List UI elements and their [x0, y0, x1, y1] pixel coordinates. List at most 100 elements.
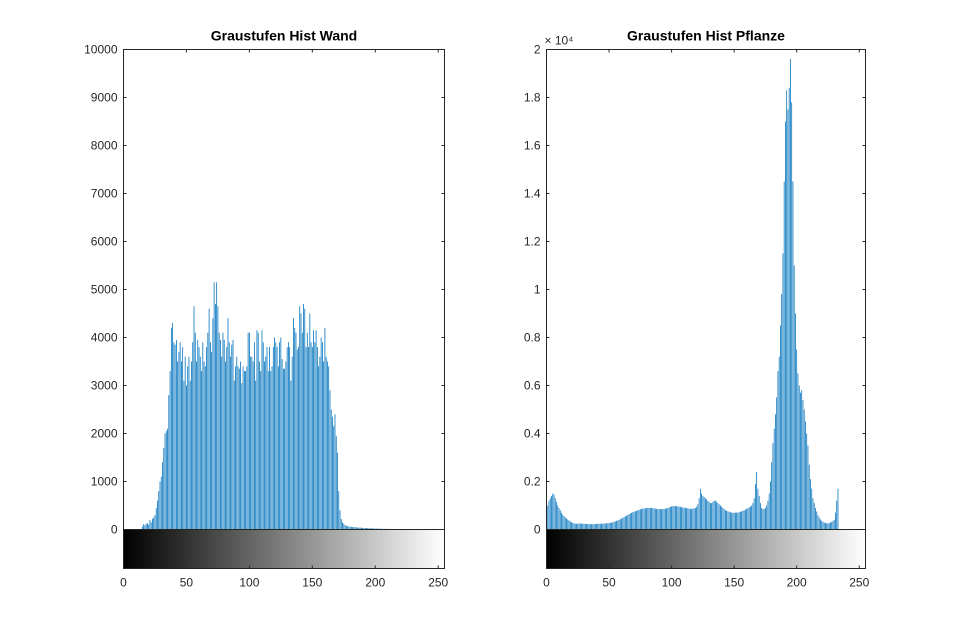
histogram-bar — [696, 506, 697, 530]
histogram-bar — [315, 330, 317, 530]
histogram-bar — [721, 506, 723, 530]
histogram-bar — [672, 506, 674, 530]
histogram-bar — [361, 527, 362, 530]
histogram-bar — [612, 522, 614, 530]
histogram-bar — [193, 306, 195, 530]
histogram-bar — [154, 515, 156, 530]
x-tick-label: 150 — [724, 576, 744, 590]
histogram-bar — [611, 522, 612, 530]
histogram-bar — [272, 347, 274, 530]
histogram-pflanze-panel: 0 0.2 0.4 0.6 0.8 1 1.2 1.4 1.6 1.8 2 0 50 100 150 200 2… — [524, 28, 870, 590]
histogram-bar — [616, 520, 617, 530]
histogram-bar — [552, 493, 554, 530]
y-exponent-label: × 10⁴ — [545, 34, 574, 48]
histogram-bar — [634, 511, 636, 530]
histogram-bar — [325, 356, 327, 530]
histogram-bar — [295, 332, 297, 530]
histogram-bar — [775, 414, 776, 530]
histogram-bar — [262, 342, 264, 530]
x-tick-label: 100 — [662, 576, 682, 590]
histogram-bar — [821, 520, 823, 530]
histogram-bar — [282, 368, 284, 530]
histogram-bar — [644, 508, 646, 530]
histogram-bar — [172, 323, 173, 530]
histogram-bar — [294, 327, 296, 530]
grayscale-colorbar — [123, 529, 445, 569]
histogram-bar — [164, 433, 166, 530]
y-tick-label: 0.4 — [524, 427, 541, 441]
y-tick-label: 0.6 — [524, 379, 541, 393]
histogram-bar — [266, 347, 268, 530]
histogram-bar — [211, 351, 213, 530]
histogram-bar — [589, 523, 591, 530]
histogram-bar — [826, 523, 828, 530]
histogram-bar — [692, 508, 694, 530]
histogram-bar — [716, 501, 718, 530]
histogram-bar — [314, 342, 316, 530]
histogram-bar — [722, 507, 724, 530]
histogram-bar — [318, 366, 320, 530]
histogram-bar — [601, 523, 602, 530]
x-tick-label: 0 — [543, 576, 550, 590]
histogram-bar — [313, 330, 314, 530]
histogram-bar — [355, 527, 357, 530]
histogram-bar — [822, 521, 824, 530]
histogram-bar — [157, 500, 158, 530]
histogram-bar — [334, 414, 336, 530]
histogram-bar — [707, 500, 709, 530]
histogram-bar — [353, 527, 355, 530]
y-tick-label: 2000 — [91, 427, 118, 441]
histogram-bars — [141, 282, 447, 530]
histogram-bar — [203, 361, 205, 530]
histogram-bar — [735, 512, 736, 530]
histogram-bar — [201, 371, 202, 530]
histogram-bar — [237, 366, 239, 530]
histogram-bar — [348, 526, 350, 530]
histogram-bar — [800, 392, 801, 530]
histogram-bar — [274, 337, 275, 530]
histogram-bar — [567, 519, 569, 530]
histogram-bar — [548, 500, 550, 530]
histogram-bar — [338, 491, 340, 530]
histogram-bar — [551, 495, 552, 530]
histogram-bar — [763, 509, 765, 530]
histogram-bar — [681, 507, 682, 530]
histogram-bar — [747, 508, 749, 530]
histogram-bar — [631, 512, 632, 530]
histogram-bar — [213, 282, 215, 530]
y-tick-label: 2 — [534, 43, 541, 57]
histogram-bar — [726, 510, 728, 530]
x-tick-label: 50 — [602, 576, 616, 590]
histogram-bar — [796, 349, 798, 530]
histogram-bar — [639, 509, 641, 530]
histogram-bar — [633, 511, 635, 530]
histogram-bar — [797, 373, 799, 530]
histogram-bar — [228, 342, 230, 530]
histogram-bar — [221, 356, 223, 530]
histogram-bar — [364, 528, 366, 530]
histogram-bar — [795, 313, 796, 530]
histogram-bar — [330, 409, 332, 530]
histogram-bar — [591, 524, 592, 530]
histogram-bars — [546, 59, 839, 530]
histogram-bar — [820, 519, 821, 530]
histogram-bar — [709, 503, 711, 530]
histogram-bar — [265, 356, 267, 530]
histogram-bar — [718, 504, 720, 530]
histogram-bar — [802, 399, 804, 530]
histogram-bar — [741, 511, 743, 530]
histogram-bar — [638, 509, 640, 530]
histogram-bar — [558, 507, 560, 530]
histogram-bar — [310, 342, 312, 530]
histogram-bar — [251, 356, 253, 530]
histogram-bar — [577, 523, 579, 530]
histogram-bar — [240, 361, 241, 530]
histogram-bar — [766, 505, 768, 530]
histogram-bar — [717, 503, 719, 530]
histogram-bar — [165, 431, 167, 530]
histogram-bar — [743, 510, 745, 530]
histogram-bar — [233, 380, 235, 530]
chart-title: Graustufen Hist Wand — [211, 28, 358, 44]
histogram-bar — [215, 303, 216, 530]
histogram-bar — [184, 356, 186, 530]
